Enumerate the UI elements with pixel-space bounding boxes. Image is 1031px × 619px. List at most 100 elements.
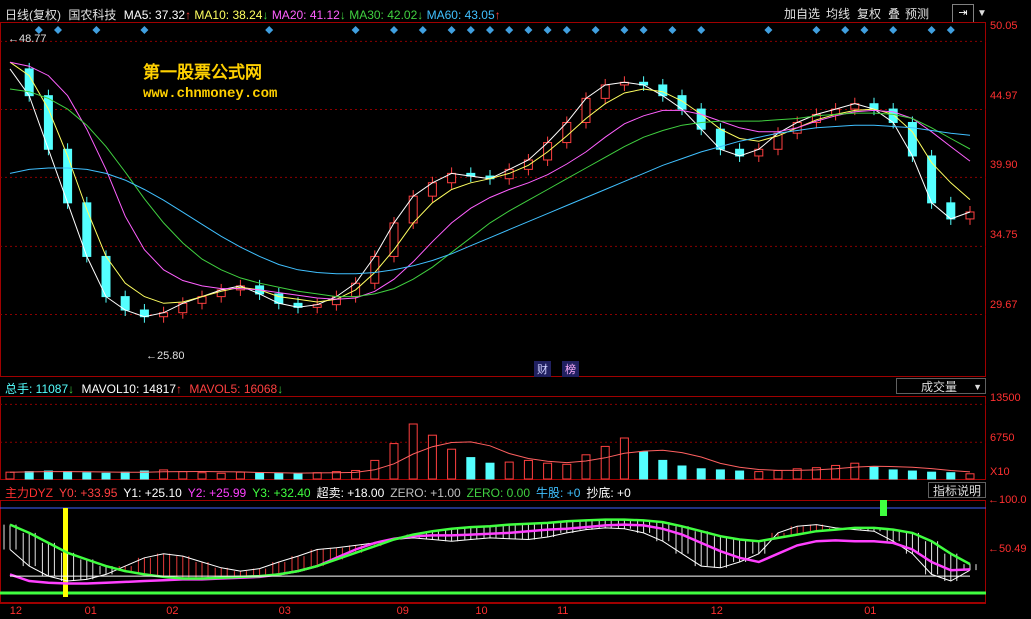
indicator-legend-item: Y1: +25.10 — [123, 486, 182, 500]
volume-bar — [658, 459, 668, 480]
chevron-down-icon[interactable]: ▼ — [977, 8, 987, 19]
volume-chart-svg — [0, 403, 986, 480]
indicator-legend-item: 超卖: +18.00 — [316, 486, 385, 500]
mavol-line — [9, 441, 971, 474]
chart-legend-header: 日线(复权) 国农科技 MA5: 37.32↑ MA10: 38.24↓ MA2… — [5, 8, 501, 22]
volume-tick: 13500 — [990, 392, 1021, 404]
signal-diamond — [92, 26, 101, 34]
indicator-tick: ←100.0 — [988, 494, 1027, 506]
price-tick: 44.97 — [990, 90, 1018, 102]
volume-bar — [120, 471, 130, 480]
price-chart-svg — [0, 26, 986, 323]
indicator-legend-item: Y0: +33.95 — [59, 486, 118, 500]
volume-bar — [178, 471, 188, 480]
indicator-legend-item: Y2: +25.99 — [187, 486, 247, 500]
volume-bar — [523, 459, 533, 480]
volume-bar — [965, 473, 975, 480]
volume-bar — [850, 462, 860, 480]
price-tick: 39.90 — [990, 159, 1018, 171]
event-finance-tag[interactable]: 财 — [534, 361, 551, 377]
volume-bar — [351, 469, 361, 480]
volume-panel — [0, 396, 986, 480]
volume-bar — [447, 448, 457, 480]
ma10-value: MA10: 38.24 — [194, 8, 263, 22]
signal-bar — [880, 500, 887, 516]
watermark-url: www.chnmoney.com — [143, 86, 278, 102]
signal-diamond — [697, 26, 706, 34]
x-axis: 12 01 02 03 09 10 11 12 01 — [0, 603, 986, 619]
volume-bar — [216, 472, 226, 480]
x-axis-tick: 10 — [475, 605, 488, 617]
volume-bar — [773, 469, 783, 480]
volume-bar — [715, 469, 725, 480]
signal-diamond — [889, 26, 898, 34]
volume-bar — [485, 462, 495, 480]
signal-diamond — [418, 26, 427, 34]
volume-bar — [639, 451, 649, 480]
volume-bar — [159, 469, 169, 480]
forecast-button[interactable]: 预测 — [905, 7, 930, 21]
volume-bar — [677, 465, 687, 480]
volume-unit: X10 — [990, 466, 1010, 478]
volume-bar — [869, 466, 879, 480]
volume-legend: 总手: 11087↓ MAVOL10: 14817↑ MAVOL5: 16068… — [5, 382, 284, 396]
volume-bar — [82, 472, 92, 480]
volume-bar — [504, 461, 514, 480]
indicator-legend-item: ZERO: 0.00 — [466, 486, 531, 500]
signal-diamond — [524, 26, 533, 34]
signal-diamond — [562, 26, 571, 34]
volume-bar — [792, 468, 802, 480]
signal-diamond — [860, 26, 869, 34]
signal-diamond — [466, 26, 475, 34]
ma-line — [9, 88, 971, 298]
period-label[interactable]: 日线(复权) — [5, 8, 61, 22]
ma-button[interactable]: 均线 — [826, 7, 851, 21]
signal-diamond — [764, 26, 773, 34]
volume-bar — [811, 467, 821, 480]
indicator-dropdown[interactable]: 成交量 ▼ — [896, 378, 986, 394]
indicator-tick: ←50.49 — [988, 543, 1027, 555]
x-axis-tick: 12 — [710, 605, 723, 617]
volume-bar — [427, 434, 437, 480]
price-panel — [0, 22, 986, 377]
ma60-value: MA60: 43.05 — [426, 8, 495, 22]
mavol5-value: MAVOL5: 16068 — [189, 382, 278, 396]
x-axis-tick: 12 — [9, 605, 23, 617]
ma5-value: MA5: 37.32 — [123, 8, 186, 22]
indicator-line — [9, 524, 971, 582]
volume-bar — [466, 457, 476, 480]
export-icon[interactable]: ⇥ — [952, 4, 974, 23]
volume-bar — [197, 472, 207, 480]
volume-bar — [274, 472, 284, 480]
volume-bar — [927, 471, 937, 480]
x-axis-tick: 11 — [557, 605, 569, 617]
indicator-help-button[interactable]: 指标说明 — [928, 482, 986, 498]
price-tick: 34.75 — [990, 229, 1018, 241]
volume-bar — [946, 472, 956, 480]
indicator-legend: 主力DYZ Y0: +33.95 Y1: +25.10 Y2: +25.99 Y3: +… — [5, 484, 637, 501]
high-marker: ←48.77 — [8, 33, 47, 45]
stock-name: 国农科技 — [68, 8, 117, 22]
indicator-line — [9, 518, 971, 580]
signal-diamond — [390, 26, 398, 34]
event-list-tag[interactable]: 榜 — [562, 361, 579, 377]
watermark-title: 第一股票公式网 — [143, 63, 262, 82]
signal-diamond — [34, 26, 43, 34]
volume-bar — [735, 470, 745, 480]
volume-bar — [581, 454, 591, 480]
mavol10-value: MAVOL10: 14817 — [81, 382, 177, 396]
candle-body — [965, 211, 975, 220]
signal-diamond — [54, 26, 62, 34]
signal-diamond — [140, 26, 149, 34]
ma-line — [9, 61, 971, 304]
volume-bar — [543, 462, 553, 480]
ma-line — [9, 68, 971, 318]
volume-bar — [696, 468, 706, 480]
signal-diamond — [620, 26, 629, 34]
add-watchlist-button[interactable]: 加自选 — [784, 7, 821, 21]
overlay-button[interactable]: 叠 — [888, 7, 901, 21]
low-marker: ←25.80 — [146, 350, 185, 362]
volume-bar — [63, 471, 73, 480]
volume-bar — [101, 472, 111, 480]
adjust-button[interactable]: 复权 — [857, 7, 882, 21]
